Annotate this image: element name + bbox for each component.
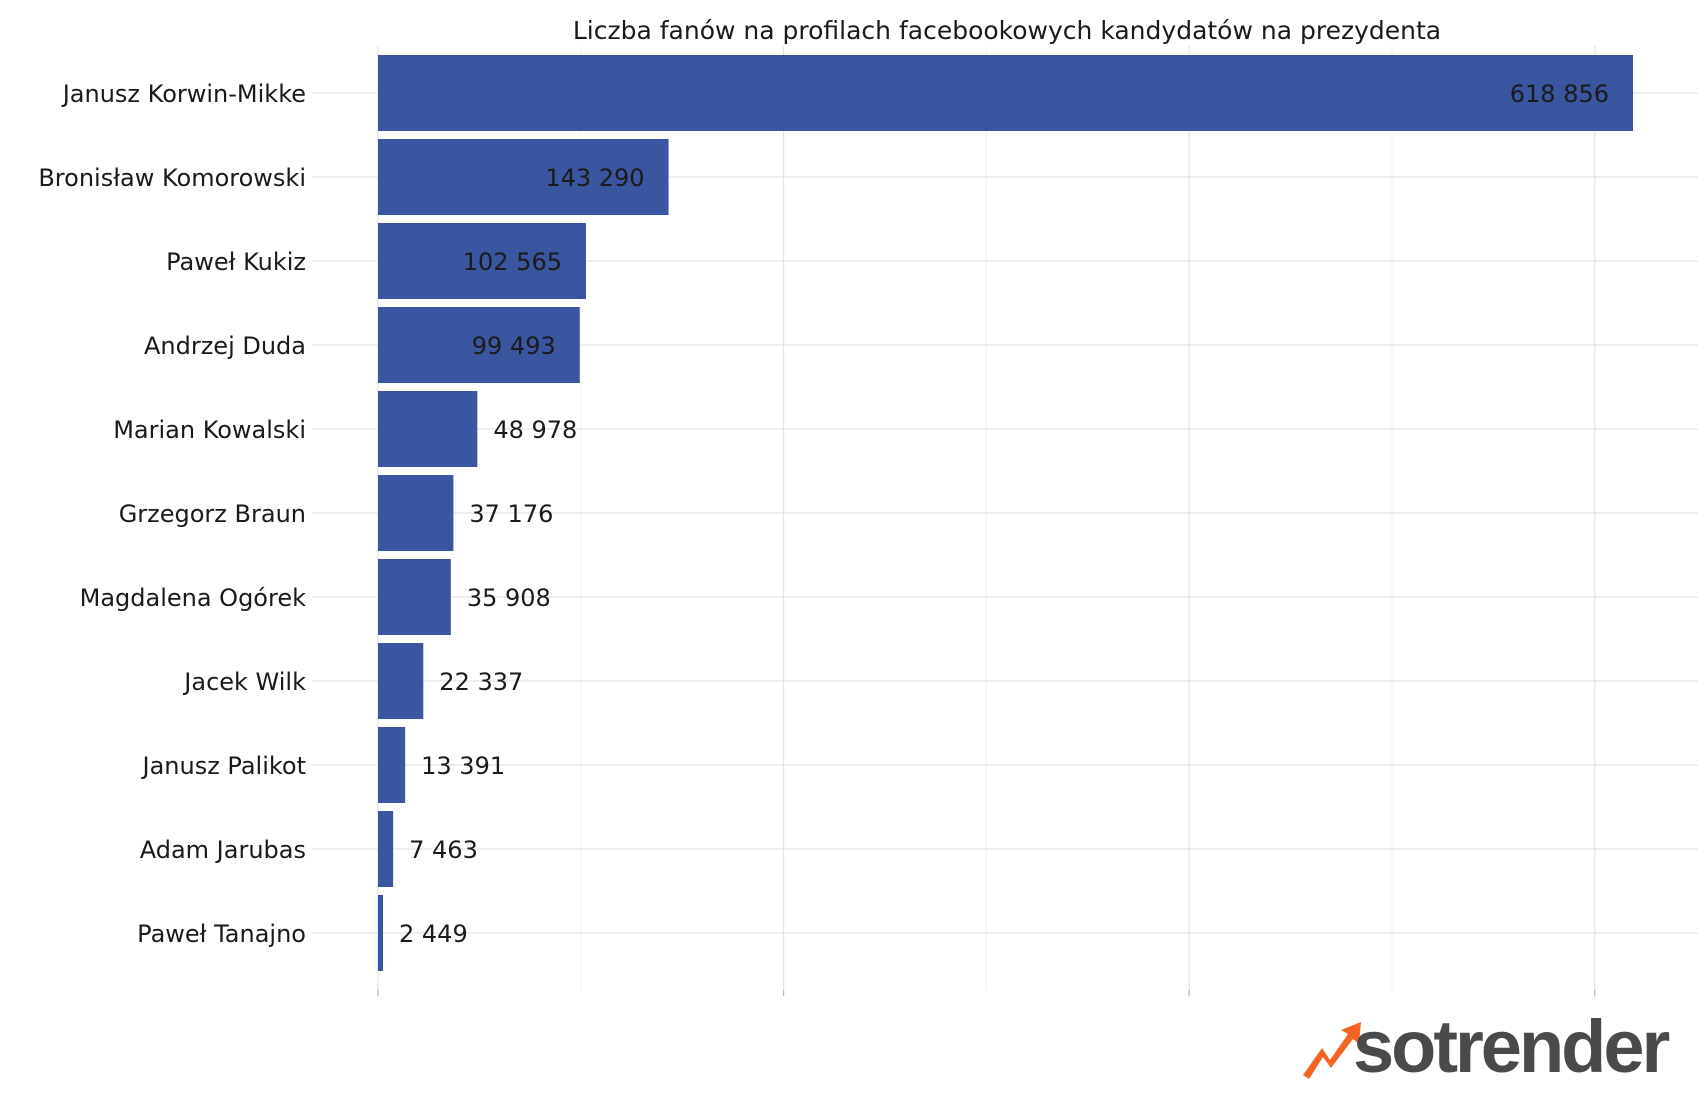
category-label: Magdalena Ogórek bbox=[80, 584, 306, 612]
data-label: 22 337 bbox=[439, 668, 523, 696]
category-label: Janusz Palikot bbox=[140, 752, 306, 780]
category-label: Marian Kowalski bbox=[113, 416, 306, 444]
data-label: 7 463 bbox=[409, 836, 478, 864]
bars bbox=[378, 55, 1633, 971]
data-label: 143 290 bbox=[545, 164, 644, 192]
category-label: Janusz Korwin-Mikke bbox=[61, 80, 306, 108]
category-label: Grzegorz Braun bbox=[119, 500, 306, 528]
data-label: 48 978 bbox=[493, 416, 577, 444]
bar bbox=[378, 811, 394, 887]
category-label: Adam Jarubas bbox=[140, 836, 306, 864]
value-labels: 618 856 143 290 102 565 99 493 48 978 37 176 3… bbox=[399, 80, 1609, 948]
data-label: 35 908 bbox=[467, 584, 551, 612]
bar bbox=[378, 727, 406, 803]
data-label: 37 176 bbox=[469, 500, 553, 528]
category-label: Bronisław Komorowski bbox=[38, 164, 306, 192]
brand-name: sotrender bbox=[1353, 1005, 1670, 1088]
data-label: 102 565 bbox=[463, 248, 562, 276]
trend-arrow-icon bbox=[1303, 1022, 1361, 1079]
category-label: Paweł Tanajno bbox=[137, 920, 306, 948]
bar bbox=[378, 559, 451, 635]
grid-lines bbox=[312, 46, 1698, 996]
data-label: 99 493 bbox=[472, 332, 556, 360]
bar bbox=[378, 895, 383, 971]
chart-title: Liczba fanów na profilach facebookowych … bbox=[573, 16, 1441, 45]
bar bbox=[378, 55, 1633, 131]
sotrender-logo: sotrender bbox=[1303, 1005, 1673, 1088]
bar bbox=[378, 223, 586, 299]
data-label: 618 856 bbox=[1510, 80, 1609, 108]
data-label: 2 449 bbox=[399, 920, 468, 948]
bar bbox=[378, 307, 580, 383]
bar bbox=[378, 643, 424, 719]
category-label: Paweł Kukiz bbox=[166, 248, 306, 276]
category-label: Jacek Wilk bbox=[182, 668, 306, 696]
category-labels: Janusz Korwin-Mikke Bronisław Komorowski P… bbox=[38, 80, 306, 948]
category-label: Andrzej Duda bbox=[144, 332, 306, 360]
bar bbox=[378, 475, 454, 551]
data-label: 13 391 bbox=[421, 752, 505, 780]
bar bbox=[378, 139, 669, 215]
bar bbox=[378, 391, 478, 467]
